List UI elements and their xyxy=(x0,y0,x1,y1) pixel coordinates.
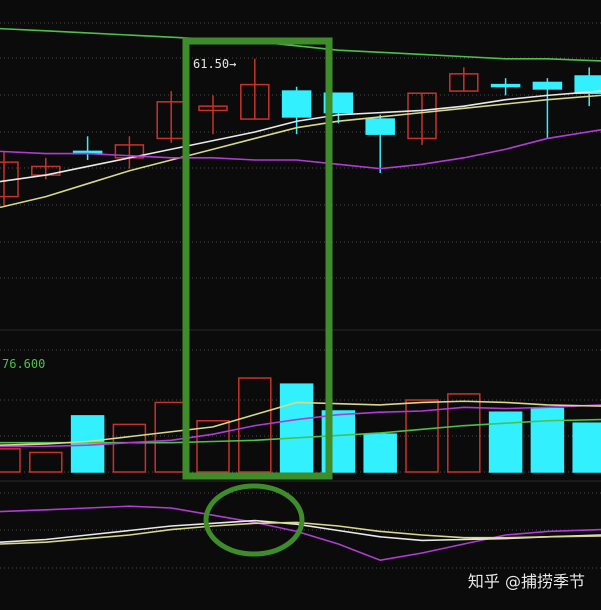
volume-value-label: 76.600 xyxy=(2,357,45,371)
volume-bar xyxy=(0,448,21,473)
price-ma-line xyxy=(0,94,601,209)
candle-body xyxy=(532,81,563,90)
volume-bar xyxy=(279,383,314,473)
candle-body xyxy=(240,83,270,120)
candle-body xyxy=(490,83,521,88)
candle-body xyxy=(449,73,479,92)
candle-body xyxy=(198,105,228,112)
volume-bar xyxy=(488,411,523,473)
highlight-box xyxy=(182,37,333,480)
volume-bar xyxy=(363,433,397,473)
highlight-layer xyxy=(182,37,333,557)
volume-bar xyxy=(572,422,601,473)
price-ma-line xyxy=(0,27,601,62)
candle-body xyxy=(407,92,437,140)
volume-ma-line xyxy=(0,404,601,448)
volume-bar xyxy=(196,420,230,473)
price-ma-line xyxy=(0,90,601,183)
candle-body xyxy=(365,118,395,135)
price-annotation: 61.50→ xyxy=(193,57,236,71)
volume-bar xyxy=(29,451,63,473)
watermark: 知乎 @捕捞季节 xyxy=(467,572,585,591)
candle-body xyxy=(281,90,312,118)
candle-body xyxy=(574,75,601,94)
volume-bar xyxy=(405,399,439,473)
volume-ma-line xyxy=(0,400,601,446)
highlight-circle xyxy=(203,483,305,557)
indicator-line xyxy=(0,519,601,543)
volume-moving-averages xyxy=(0,400,601,448)
volume-ma-line xyxy=(0,418,601,444)
volume-bar xyxy=(112,423,147,473)
volume-bar xyxy=(530,407,565,473)
indicator-line xyxy=(0,521,601,545)
price-ma-line xyxy=(0,129,601,170)
price-moving-averages xyxy=(0,27,601,209)
volume-bar xyxy=(447,393,481,473)
volume-bar xyxy=(238,377,272,473)
